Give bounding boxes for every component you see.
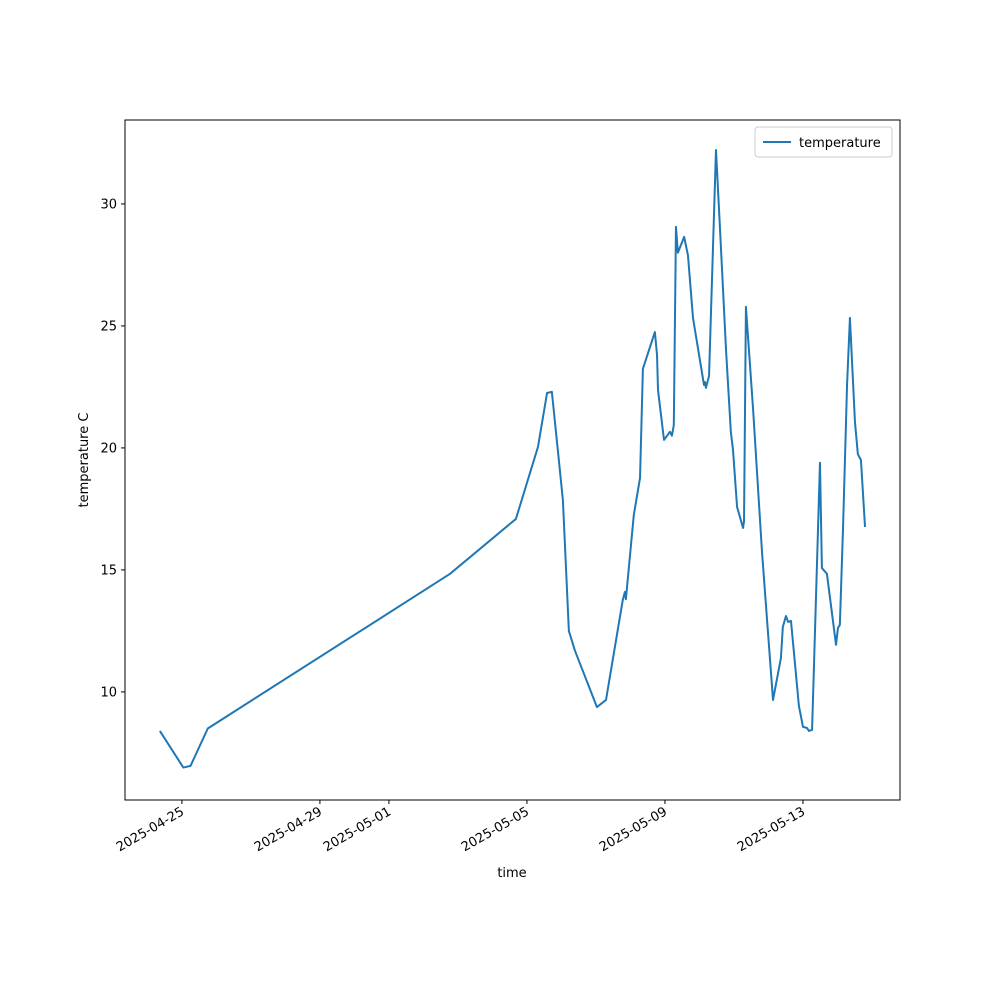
y-tick-label: 25	[100, 319, 117, 334]
plot-frame	[124, 119, 901, 801]
y-tick-label: 20	[100, 441, 117, 456]
x-tick-label: 2025-04-29	[252, 804, 325, 855]
x-tick-label: 2025-05-05	[459, 804, 532, 855]
y-tick-label: 30	[100, 197, 117, 212]
x-tick-label: 2025-05-13	[735, 804, 808, 855]
x-axis-label: time	[497, 866, 526, 881]
x-tick-label: 2025-05-09	[597, 804, 670, 855]
y-tick-label: 10	[100, 685, 117, 700]
y-tick-label: 15	[100, 563, 117, 578]
x-tick-label: 2025-05-01	[321, 804, 394, 855]
legend-box	[754, 126, 893, 158]
x-tick-label: 2025-04-25	[114, 804, 187, 855]
data-line	[159, 149, 867, 769]
y-axis-label: temperature C	[77, 413, 92, 508]
legend-label: temperature	[799, 136, 881, 151]
